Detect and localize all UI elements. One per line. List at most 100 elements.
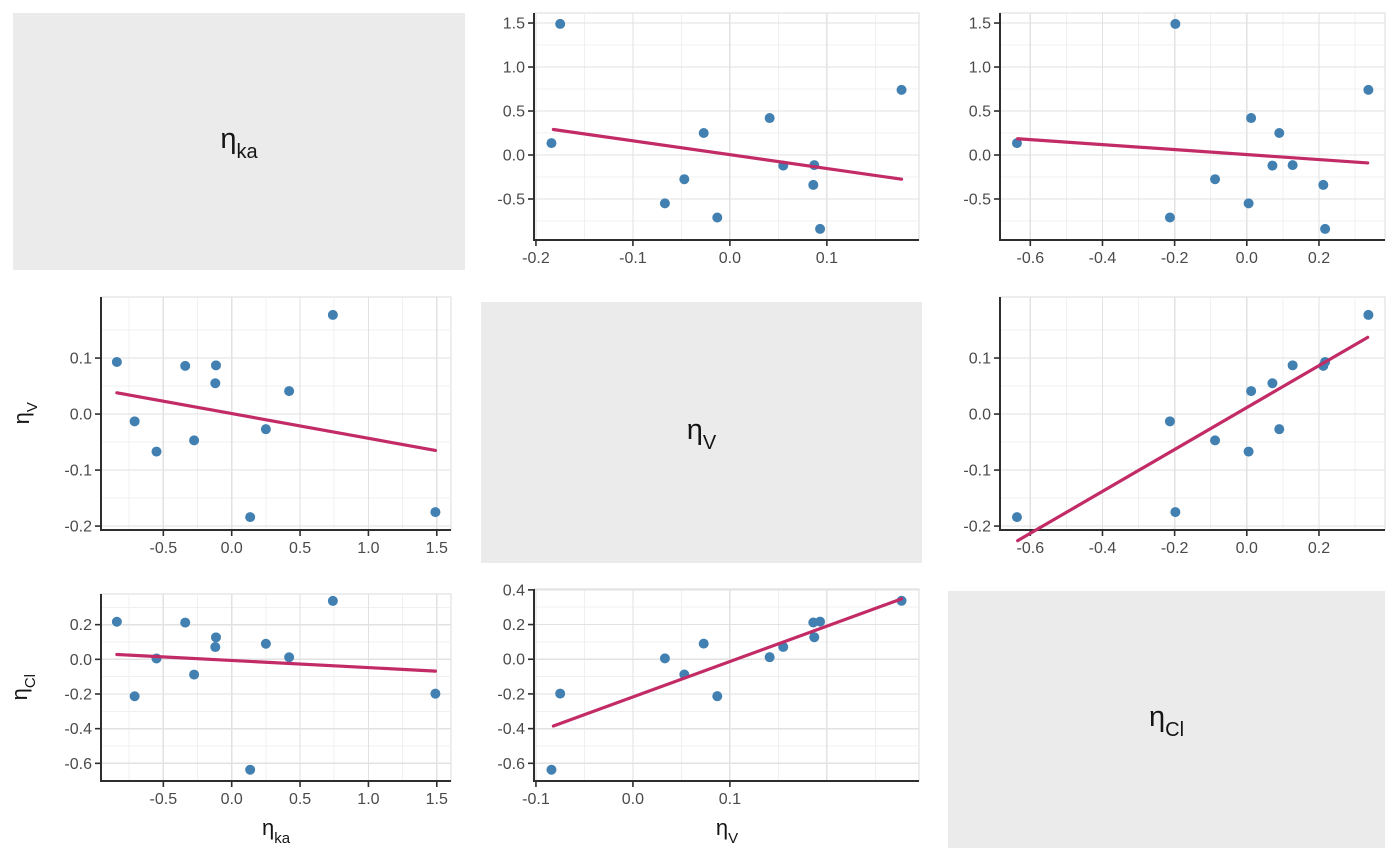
data-points [1011, 18, 1374, 234]
data-point [1210, 174, 1221, 185]
diagonal-cell-eta-v: ηV [481, 302, 922, 563]
svg-text:-0.2: -0.2 [64, 686, 92, 703]
svg-text:1.0: 1.0 [503, 60, 525, 77]
data-point [210, 378, 221, 389]
axis-ticks [994, 22, 1320, 246]
svg-text:0.1: 0.1 [816, 250, 838, 267]
data-point [555, 688, 566, 699]
svg-text:0.2: 0.2 [1308, 540, 1330, 557]
data-point [1287, 160, 1298, 171]
data-point [1274, 424, 1285, 435]
data-point [1363, 309, 1374, 320]
svg-text:0.0: 0.0 [221, 791, 243, 808]
diagonal-cell-eta-cl: ηCl [948, 591, 1385, 848]
svg-text:0.2: 0.2 [503, 617, 525, 634]
data-point [1170, 18, 1181, 29]
svg-text:-0.5: -0.5 [497, 191, 525, 208]
svg-text:1.5: 1.5 [426, 540, 448, 557]
data-point [1170, 507, 1181, 518]
svg-text:0.5: 0.5 [503, 104, 525, 121]
svg-text:0.0: 0.0 [969, 407, 991, 424]
svg-text:-0.4: -0.4 [1089, 250, 1117, 267]
svg-text:-0.6: -0.6 [497, 756, 525, 773]
data-point [555, 18, 566, 29]
data-point [210, 642, 221, 653]
data-point [1287, 360, 1298, 371]
data-point [210, 360, 221, 371]
data-point [210, 632, 221, 643]
svg-text:-0.2: -0.2 [64, 519, 92, 536]
data-point [129, 691, 140, 702]
svg-text:-0.2: -0.2 [1161, 540, 1189, 557]
data-point [698, 638, 709, 649]
data-point [1243, 198, 1254, 209]
data-point [1318, 179, 1329, 190]
minor-gridlines [534, 13, 919, 240]
data-point [1164, 212, 1175, 223]
scatter-panel-eta_Cl-vs-eta_ka: -0.5 0.0 0.5 1.0 1.5 0.2 0.0 -0.2 -0.4 -0.6 [64, 593, 452, 808]
svg-text:1.0: 1.0 [969, 60, 991, 77]
trend-line [551, 127, 904, 181]
data-point [1267, 160, 1278, 171]
svg-text:0.2: 0.2 [70, 617, 92, 634]
data-point [151, 446, 162, 457]
data-point [712, 691, 723, 702]
minor-gridlines [1000, 13, 1385, 240]
data-point [284, 386, 295, 397]
svg-text:-0.4: -0.4 [64, 721, 92, 738]
data-point [180, 360, 191, 371]
svg-text:-0.5: -0.5 [150, 791, 178, 808]
scatter-panel-eta_ka-vs-eta_Cl: -0.6 -0.4 -0.2 0.0 0.2 1.5 1.0 0.5 0.0 -0.5 [963, 12, 1386, 267]
data-point [189, 669, 200, 680]
svg-text:0.0: 0.0 [70, 652, 92, 669]
svg-text:0.1: 0.1 [969, 351, 991, 368]
svg-text:0.5: 0.5 [969, 104, 991, 121]
trend-line [1016, 137, 1370, 165]
data-point [679, 174, 690, 185]
svg-text:-0.1: -0.1 [64, 463, 92, 480]
svg-text:0.0: 0.0 [503, 652, 525, 669]
svg-text:-0.6: -0.6 [1017, 250, 1045, 267]
svg-text:0.1: 0.1 [70, 351, 92, 368]
axis-lines [100, 594, 451, 782]
axis-lines [100, 297, 451, 531]
x-axis-title-eta-ka: ηka [261, 815, 291, 848]
trend-line [551, 597, 904, 728]
svg-text:1.5: 1.5 [503, 16, 525, 33]
data-point [430, 688, 441, 699]
svg-text:0.0: 0.0 [969, 148, 991, 165]
svg-text:1.5: 1.5 [969, 16, 991, 33]
diagonal-label-eta-ka: ηka [220, 122, 258, 163]
svg-text:1.5: 1.5 [426, 791, 448, 808]
svg-text:-0.2: -0.2 [963, 519, 991, 536]
data-point [1267, 378, 1278, 389]
data-points [111, 595, 441, 775]
data-points [546, 595, 907, 775]
scatter-panel-eta_ka-vs-eta_V: -0.2 -0.1 0.0 0.1 1.5 1.0 0.5 0.0 -0.5 [497, 12, 920, 267]
axis-ticks [528, 22, 828, 246]
data-point [1246, 113, 1257, 124]
axis-tick-labels: -0.5 0.0 0.5 1.0 1.5 0.1 0.0 -0.1 -0.2 [64, 351, 448, 557]
axis-lines [533, 13, 919, 241]
svg-text:0.4: 0.4 [503, 582, 525, 599]
data-point [111, 356, 122, 367]
svg-text:0.0: 0.0 [1236, 540, 1258, 557]
svg-text:0.0: 0.0 [719, 250, 741, 267]
trend-line [1016, 335, 1370, 543]
data-point [1011, 138, 1022, 149]
svg-text:1.0: 1.0 [357, 791, 379, 808]
major-gridlines [1000, 297, 1385, 530]
data-point [1243, 446, 1254, 457]
axis-tick-labels: -0.2 -0.1 0.0 0.1 1.5 1.0 0.5 0.0 -0.5 [497, 16, 838, 267]
data-point [111, 616, 122, 627]
svg-text:-0.1: -0.1 [619, 250, 647, 267]
svg-text:0.0: 0.0 [70, 407, 92, 424]
data-point [659, 653, 670, 664]
data-point [712, 212, 723, 223]
svg-text:0.1: 0.1 [719, 791, 741, 808]
data-point [815, 223, 826, 234]
svg-text:-0.6: -0.6 [64, 756, 92, 773]
axis-tick-labels: -0.5 0.0 0.5 1.0 1.5 0.2 0.0 -0.2 -0.4 -0.6 [64, 617, 448, 808]
data-point [260, 424, 271, 435]
data-point [1164, 416, 1175, 427]
